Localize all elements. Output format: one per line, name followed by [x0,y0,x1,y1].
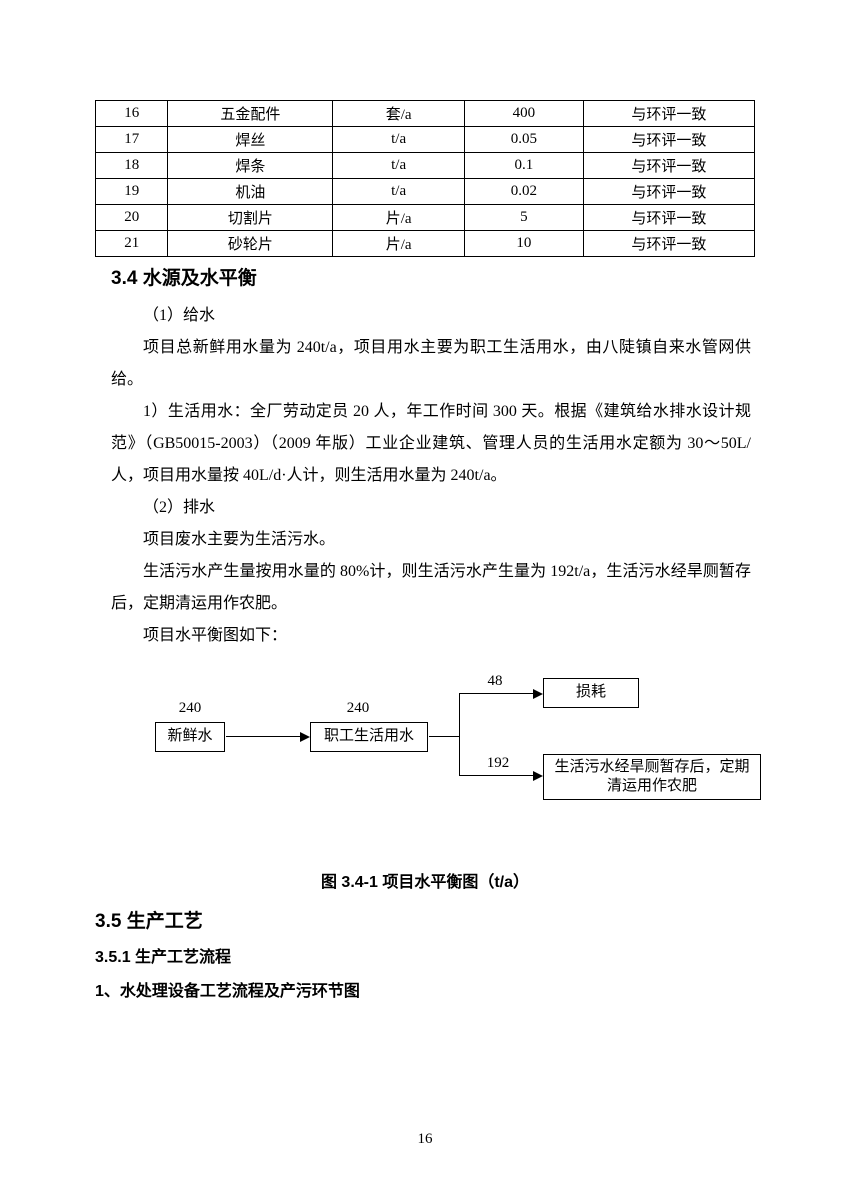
cell-num: 20 [96,205,168,231]
cell-num: 18 [96,153,168,179]
cell-qty: 10 [465,231,584,257]
figure-caption: 图 3.4-1 项目水平衡图（t/a） [95,868,755,892]
cell-num: 19 [96,179,168,205]
line [459,693,460,776]
cell-num: 17 [96,127,168,153]
cell-unit: t/a [333,179,465,205]
box-loss: 损耗 [543,678,639,708]
cell-note: 与环评一致 [583,101,754,127]
table-row: 16 五金配件 套/a 400 与环评一致 [96,101,755,127]
cell-name: 焊条 [168,153,333,179]
cell-num: 21 [96,231,168,257]
box-staff-water: 职工生活用水 [310,722,428,752]
table-row: 21 砂轮片 片/a 10 与环评一致 [96,231,755,257]
cell-unit: t/a [333,153,465,179]
cell-note: 与环评一致 [583,179,754,205]
table-row: 20 切割片 片/a 5 与环评一致 [96,205,755,231]
arrow-icon [533,771,543,781]
para-drain-water: （2）排水 [111,492,751,524]
cell-name: 焊丝 [168,127,333,153]
cell-note: 与环评一致 [583,231,754,257]
arrow-icon [533,689,543,699]
label-sewage-val: 192 [480,755,516,772]
cell-name: 机油 [168,179,333,205]
line [459,775,533,776]
cell-num: 16 [96,101,168,127]
water-balance-diagram: 240 新鲜水 240 职工生活用水 48 损耗 192 生活污水经旱厕暂存后，… [95,670,755,840]
line [429,736,459,737]
cell-qty: 5 [465,205,584,231]
para-fresh-water: 项目总新鲜用水量为 240t/a，项目用水主要为职工生活用水，由八陡镇自来水管网… [111,332,751,396]
para-sewage-amount: 生活污水产生量按用水量的 80%计，则生活污水产生量为 192t/a，生活污水经… [111,556,751,620]
para-living-water: 1）生活用水：全厂劳动定员 20 人，年工作时间 300 天。根据《建筑给水排水… [111,396,751,492]
cell-unit: t/a [333,127,465,153]
cell-qty: 0.05 [465,127,584,153]
cell-qty: 0.1 [465,153,584,179]
table-row: 18 焊条 t/a 0.1 与环评一致 [96,153,755,179]
cell-name: 五金配件 [168,101,333,127]
cell-unit: 套/a [333,101,465,127]
section-35-heading: 3.5 生产工艺 [95,906,755,933]
cell-qty: 0.02 [465,179,584,205]
cell-note: 与环评一致 [583,153,754,179]
table-row: 19 机油 t/a 0.02 与环评一致 [96,179,755,205]
table-row: 17 焊丝 t/a 0.05 与环评一致 [96,127,755,153]
section-34-heading: 3.4 水源及水平衡 [111,263,755,290]
cell-unit: 片/a [333,231,465,257]
materials-table: 16 五金配件 套/a 400 与环评一致 17 焊丝 t/a 0.05 与环评… [95,100,755,257]
arrow-icon [300,732,310,742]
box-fresh-water: 新鲜水 [155,722,225,752]
label-fresh-in: 240 [170,700,210,717]
para-give-water: （1）给水 [111,300,751,332]
label-loss-val: 48 [480,673,510,690]
line [459,693,533,694]
section-351-item1: 1、水处理设备工艺流程及产污环节图 [95,977,755,1001]
box-sewage: 生活污水经旱厕暂存后，定期清运用作农肥 [543,754,761,800]
para-balance-diagram-intro: 项目水平衡图如下： [111,620,751,652]
cell-unit: 片/a [333,205,465,231]
para-wastewater: 项目废水主要为生活污水。 [111,524,751,556]
page-number: 16 [0,1131,850,1148]
cell-name: 砂轮片 [168,231,333,257]
line [226,736,300,737]
cell-note: 与环评一致 [583,127,754,153]
materials-tbody: 16 五金配件 套/a 400 与环评一致 17 焊丝 t/a 0.05 与环评… [96,101,755,257]
cell-name: 切割片 [168,205,333,231]
label-life-in: 240 [338,700,378,717]
section-351-heading: 3.5.1 生产工艺流程 [95,943,755,967]
cell-qty: 400 [465,101,584,127]
cell-note: 与环评一致 [583,205,754,231]
